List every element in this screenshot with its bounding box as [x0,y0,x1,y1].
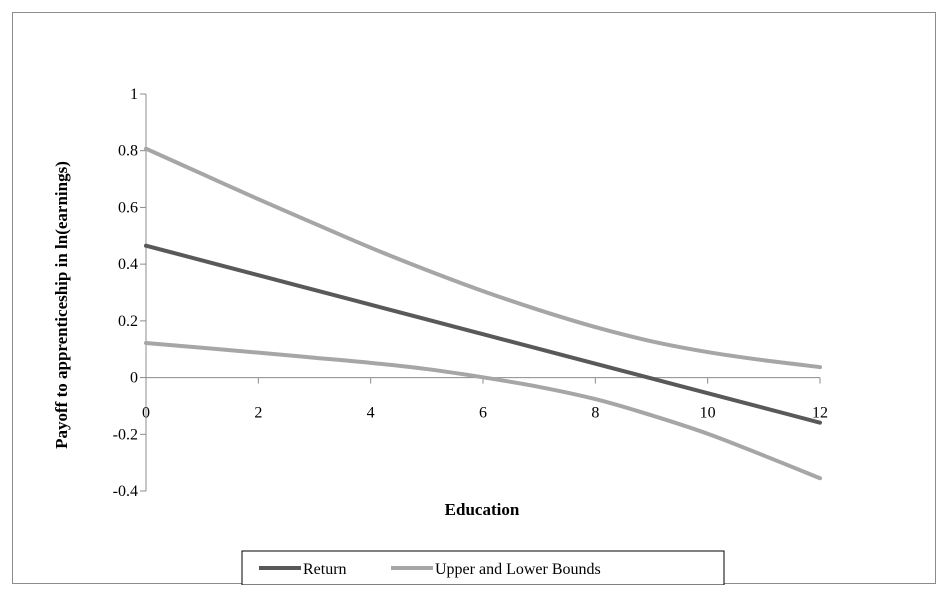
y-tick-label: 0.6 [118,199,138,216]
series-return-line [144,243,822,425]
legend-label-return: Return [303,561,347,578]
y-tick-label: 0.2 [118,313,138,330]
legend-label-bounds: Upper and Lower Bounds [435,561,601,578]
legend: Return Upper and Lower Bounds [241,550,725,586]
x-tick-label: 10 [700,405,716,422]
x-tick-label: 12 [812,405,828,422]
chart-frame: -0.4 -0.2 0 0.2 0.4 0.6 0.8 1 0 2 4 6 8 10 12 Payoff … [12,12,936,586]
y-axis-title: Payoff to apprenticeship in ln(earnings) [52,161,71,449]
x-tick-label: 6 [479,405,487,422]
series-lower-bound-line [144,340,822,481]
y-tick-label: 1 [130,86,138,103]
x-tick-label: 0 [142,405,150,422]
x-tick-label: 8 [591,405,599,422]
x-tick-label: 4 [367,405,375,422]
y-axis: -0.4-0.200.20.40.60.81 [113,86,147,500]
x-axis: 0 2 4 6 8 10 12 [142,377,828,422]
legend-box [241,550,725,586]
y-tick-label: -0.4 [113,483,138,500]
x-tick-label: 2 [254,405,262,422]
y-tick-label: 0.4 [118,256,138,273]
y-tick-label: -0.2 [113,426,138,443]
y-tick-label: 0.8 [118,143,138,160]
y-tick-label: 0 [130,370,138,387]
series-layer [144,146,822,481]
x-axis-title: Education [445,500,520,519]
line-chart: -0.4-0.200.20.40.60.81 0 2 4 6 8 10 12 Payoff … [52,86,828,586]
series-upper-bound-line [144,146,822,370]
